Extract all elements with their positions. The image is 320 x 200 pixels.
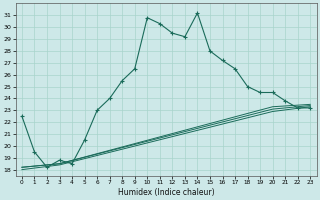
X-axis label: Humidex (Indice chaleur): Humidex (Indice chaleur) (118, 188, 214, 197)
